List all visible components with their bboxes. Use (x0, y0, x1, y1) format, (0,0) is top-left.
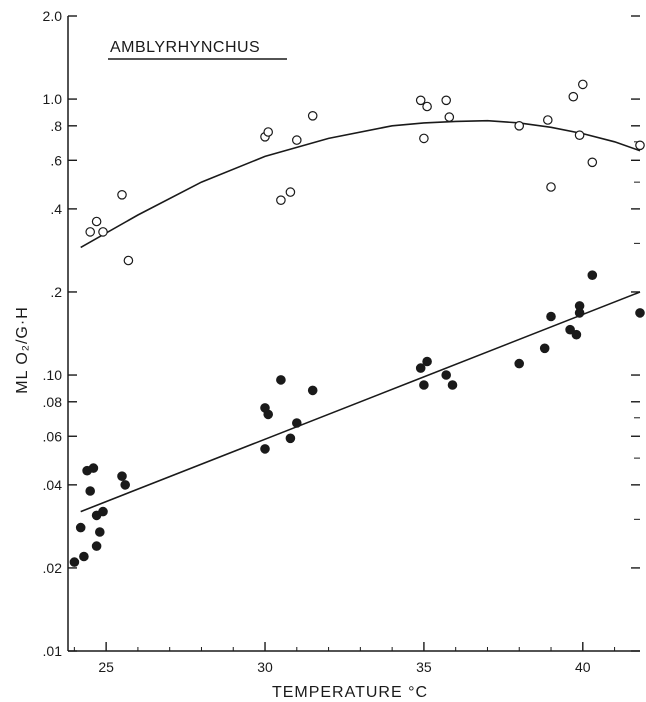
filled-circle-point (539, 343, 550, 354)
open-circle-point (117, 190, 127, 200)
filled-circle-point (565, 324, 575, 335)
filled-circle-point (419, 380, 429, 390)
open-circle-point (285, 187, 296, 197)
filled-circle-point (447, 380, 458, 390)
filled-circle-point (276, 375, 286, 385)
open-circle-point (415, 95, 426, 106)
open-circle-point (291, 135, 302, 145)
filled-circle-point (69, 557, 80, 567)
open-circle-point (98, 227, 108, 237)
filled-circle-point (635, 308, 645, 318)
y-tick-label: .08 (43, 394, 63, 410)
y-tick-label: .01 (43, 643, 63, 659)
open-circle-point (635, 140, 645, 151)
filled-circle-point (441, 370, 451, 380)
open-circle-point (263, 127, 273, 137)
x-tick-label: 25 (98, 659, 114, 675)
filled-circle-point (422, 356, 432, 367)
y-tick-label: .8 (50, 118, 62, 134)
open-circle-point (276, 195, 286, 205)
x-tick-label: 40 (575, 659, 591, 675)
filled-circle-point (85, 486, 95, 496)
open-circle-point (91, 216, 102, 227)
filled-circle-point (546, 311, 556, 322)
open-circle-point (123, 255, 134, 266)
x-tick-label: 30 (257, 659, 273, 675)
open-circle-point (587, 157, 598, 168)
y-tick-label: .2 (50, 284, 62, 300)
y-tick-label: .04 (43, 477, 63, 493)
open-circle-point (444, 112, 455, 122)
open-circle-point (441, 95, 451, 106)
filled-circle-point (120, 480, 130, 490)
fit-line-series-2 (80, 291, 641, 513)
open-circle-point (568, 91, 579, 102)
filled-circle-point (285, 433, 296, 444)
filled-circle-point (571, 329, 582, 340)
y-tick-label: .02 (43, 560, 63, 576)
open-circle-point (574, 130, 585, 140)
chart-title: AMBLYRHYNCHUS (110, 39, 260, 56)
y-tick-label: 2.0 (43, 8, 63, 24)
y-tick-label: .10 (43, 367, 63, 383)
y-axis-label: ML O₂/G·H (14, 306, 31, 394)
x-tick-label: 35 (416, 659, 432, 675)
y-tick-label: 1.0 (43, 91, 63, 107)
open-circle-point (422, 101, 432, 112)
filled-circle-point (574, 308, 585, 318)
fit-curves (80, 119, 641, 513)
axes (67, 16, 640, 652)
y-tick-label: .06 (43, 428, 63, 444)
open-circle-point (542, 115, 553, 125)
filled-circle-point (75, 522, 86, 533)
filled-circle-point (91, 541, 102, 551)
open-circle-point (307, 111, 318, 121)
filled-circle-point (263, 409, 273, 420)
data-points (69, 79, 645, 567)
filled-circle-point (307, 385, 318, 396)
filled-circle-point (98, 506, 108, 517)
x-axis-label: TEMPERATURE °C (272, 684, 428, 701)
open-circle-point (85, 227, 95, 237)
open-circle-point (514, 121, 524, 131)
tick-labels: 25 30 35 40 2.0 1.0 .8 .6 .4 .2 .10 .08 .06 .04 .02 .01 (43, 8, 591, 675)
filled-circle-point (415, 363, 426, 373)
open-circle-point (546, 182, 556, 192)
filled-circle-point (587, 270, 598, 280)
filled-circle-point (95, 527, 105, 537)
open-circle-point (419, 133, 429, 144)
open-circle-point (577, 79, 588, 90)
filled-circle-point (117, 471, 127, 481)
filled-circle-point (79, 551, 89, 562)
filled-circle-point (291, 418, 302, 428)
y-tick-label: .6 (50, 152, 62, 168)
filled-circle-point (514, 358, 524, 369)
filled-circle-point (88, 463, 99, 473)
ticks (68, 15, 640, 652)
fit-line-series-1 (80, 119, 641, 249)
filled-circle-point (260, 444, 270, 454)
y-tick-label: .4 (50, 201, 62, 217)
